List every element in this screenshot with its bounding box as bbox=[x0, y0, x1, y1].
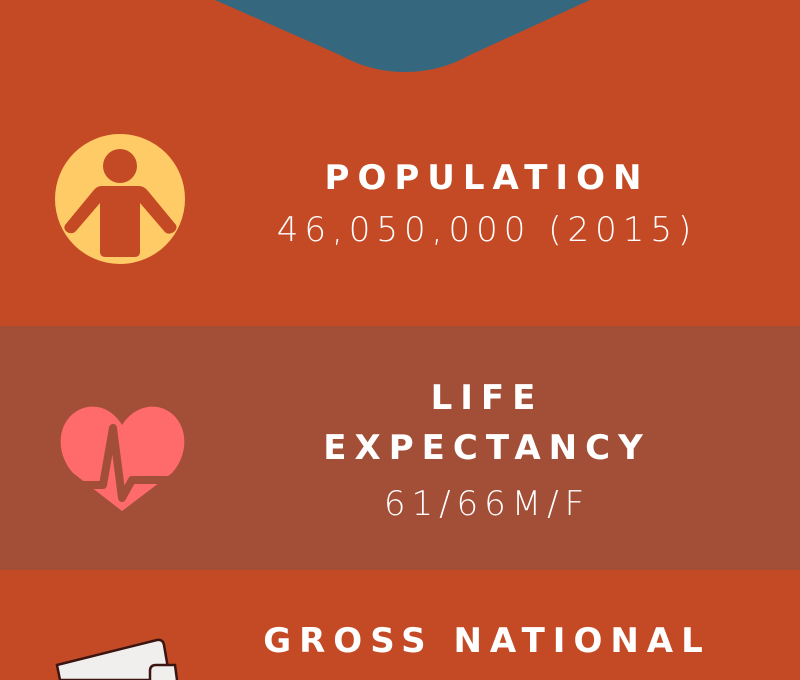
life-expectancy-title-line2: EXPECTANCY bbox=[323, 428, 651, 468]
population-title: POPULATION bbox=[324, 158, 650, 198]
life-expectancy-title-line1: LIFE bbox=[430, 378, 544, 418]
population-value: 46,050,000 (2015) bbox=[276, 210, 698, 250]
heart-pulse-icon bbox=[60, 406, 185, 511]
person-icon bbox=[55, 134, 185, 264]
wallet-icon bbox=[55, 638, 179, 680]
banner-shape bbox=[215, 0, 590, 72]
gni-title: GROSS NATIONAL bbox=[263, 621, 711, 661]
life-expectancy-value: 61/66M/F bbox=[383, 484, 591, 524]
